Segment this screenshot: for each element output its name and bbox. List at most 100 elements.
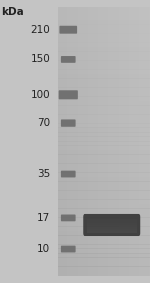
Bar	[58, 190, 150, 195]
Bar	[58, 123, 150, 128]
Bar	[59, 7, 60, 276]
Bar	[142, 7, 143, 276]
Bar	[108, 7, 109, 276]
Bar	[134, 7, 136, 276]
Text: 17: 17	[37, 213, 50, 223]
Bar	[87, 218, 136, 221]
FancyBboxPatch shape	[61, 171, 76, 177]
Bar	[64, 7, 65, 276]
Bar	[65, 7, 66, 276]
Bar	[141, 7, 142, 276]
Bar	[58, 96, 150, 101]
Bar	[58, 231, 150, 235]
Bar	[72, 7, 74, 276]
Bar	[58, 132, 150, 137]
Bar	[105, 7, 106, 276]
Bar	[58, 181, 150, 186]
Bar	[84, 7, 86, 276]
Bar	[104, 7, 105, 276]
Bar	[95, 7, 96, 276]
Bar	[126, 7, 127, 276]
Bar	[94, 7, 95, 276]
FancyBboxPatch shape	[59, 26, 77, 34]
Bar	[58, 83, 150, 88]
Bar	[58, 199, 150, 204]
Bar	[58, 92, 150, 97]
Bar	[58, 208, 150, 213]
Bar	[116, 7, 117, 276]
Bar	[74, 7, 75, 276]
FancyBboxPatch shape	[59, 90, 78, 99]
Text: 210: 210	[30, 25, 50, 35]
Bar	[137, 7, 138, 276]
Bar	[58, 16, 150, 21]
Bar	[144, 7, 146, 276]
Bar	[130, 7, 131, 276]
Bar	[146, 7, 148, 276]
Bar	[109, 7, 111, 276]
Bar	[147, 7, 148, 276]
Bar	[91, 7, 92, 276]
Bar	[110, 7, 112, 276]
Bar	[66, 7, 67, 276]
Bar	[58, 266, 150, 271]
Bar	[128, 7, 129, 276]
Bar	[60, 7, 62, 276]
Bar	[68, 7, 69, 276]
Bar	[144, 7, 145, 276]
Bar	[100, 7, 101, 276]
Bar	[101, 7, 102, 276]
Bar	[58, 204, 150, 209]
Bar	[58, 155, 150, 159]
Text: 70: 70	[37, 118, 50, 128]
Bar	[139, 7, 140, 276]
Bar	[58, 7, 150, 12]
Bar	[132, 7, 134, 276]
Bar	[87, 231, 136, 233]
Bar	[87, 223, 136, 225]
Bar	[107, 7, 108, 276]
Bar	[60, 7, 61, 276]
Bar	[58, 65, 150, 70]
Bar	[58, 127, 150, 132]
Text: 150: 150	[30, 54, 50, 65]
Bar	[58, 136, 150, 142]
Bar	[83, 7, 84, 276]
Bar	[99, 7, 101, 276]
Bar	[58, 114, 150, 119]
FancyBboxPatch shape	[61, 215, 76, 221]
Bar	[58, 60, 150, 65]
FancyBboxPatch shape	[83, 214, 140, 236]
Bar	[58, 150, 150, 155]
Bar	[93, 7, 94, 276]
Bar	[77, 7, 78, 276]
Bar	[121, 7, 123, 276]
Bar	[58, 119, 150, 124]
Text: 10: 10	[37, 244, 50, 254]
Bar	[124, 7, 125, 276]
Bar	[58, 163, 150, 168]
Bar	[127, 7, 128, 276]
Bar	[72, 7, 73, 276]
Bar	[90, 7, 91, 276]
Bar	[67, 7, 68, 276]
Bar	[63, 7, 64, 276]
FancyBboxPatch shape	[61, 56, 76, 63]
Bar	[58, 105, 150, 110]
Bar	[108, 7, 110, 276]
Bar	[58, 47, 150, 52]
Bar	[123, 7, 124, 276]
Bar	[69, 7, 70, 276]
Text: kDa: kDa	[2, 7, 24, 17]
Bar	[148, 7, 149, 276]
Bar	[58, 226, 150, 231]
Bar	[118, 7, 119, 276]
Bar	[143, 7, 144, 276]
Bar	[58, 78, 150, 83]
Bar	[58, 56, 150, 61]
Bar	[58, 186, 150, 191]
Bar	[145, 7, 147, 276]
Bar	[58, 195, 150, 200]
Bar	[80, 7, 81, 276]
Bar	[79, 7, 80, 276]
